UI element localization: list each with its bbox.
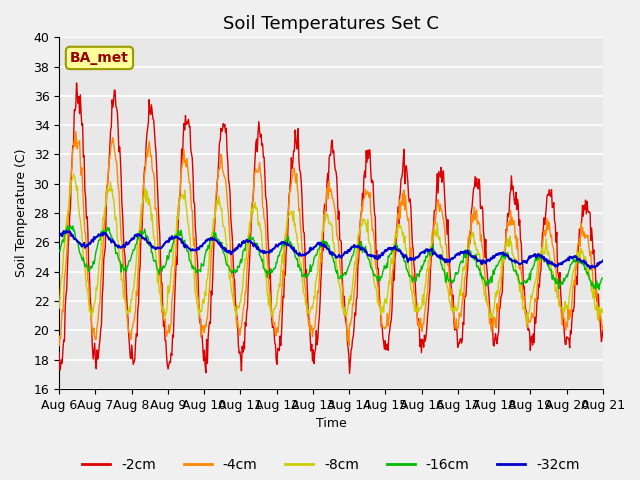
Title: Soil Temperatures Set C: Soil Temperatures Set C: [223, 15, 439, 33]
Y-axis label: Soil Temperature (C): Soil Temperature (C): [15, 149, 28, 277]
Legend: -2cm, -4cm, -8cm, -16cm, -32cm: -2cm, -4cm, -8cm, -16cm, -32cm: [77, 452, 585, 477]
Text: BA_met: BA_met: [70, 51, 129, 65]
X-axis label: Time: Time: [316, 417, 346, 430]
